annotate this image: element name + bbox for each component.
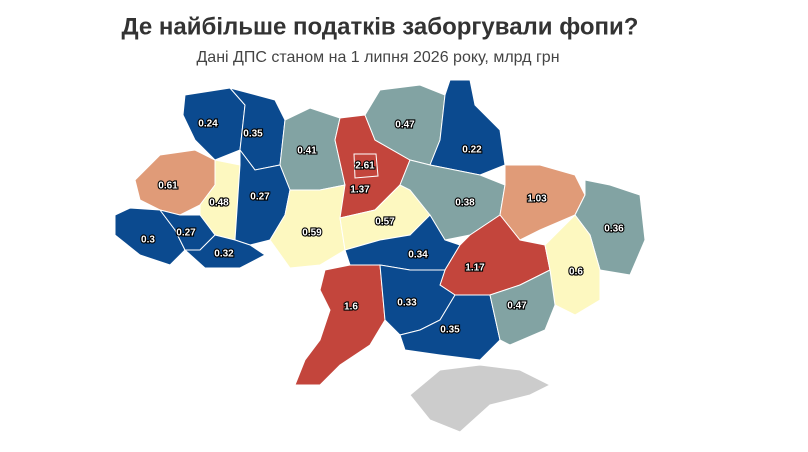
region — [269, 184, 346, 269]
region-value-label: 0.36 — [604, 224, 624, 235]
region — [429, 79, 506, 176]
region-value-label: 0.24 — [198, 119, 218, 130]
region-value-label: 0.48 — [209, 198, 229, 209]
region-value-label: 0.61 — [158, 181, 178, 192]
region-value-label: 1.37 — [350, 185, 370, 196]
region-value-label: 0.57 — [375, 217, 395, 228]
map-title: Де найбільше податків заборгували фопи? — [122, 13, 639, 40]
region-value-label: 0.32 — [214, 249, 234, 260]
region — [183, 234, 266, 269]
region-value-label: 0.34 — [408, 250, 428, 261]
crimea — [409, 364, 552, 433]
region — [574, 179, 646, 276]
region-value-label: 0.3 — [141, 235, 155, 246]
region-value-label: 0.22 — [462, 145, 482, 156]
region-value-label: 0.27 — [250, 192, 270, 203]
region-value-label: 2.61 — [355, 161, 375, 172]
regions — [114, 79, 646, 386]
map-subtitle: Дані ДПС станом на 1 липня 2026 року, мл… — [196, 49, 559, 66]
region — [489, 269, 556, 346]
region-value-label: 0.33 — [397, 298, 417, 309]
region-value-label: 1.03 — [527, 194, 547, 205]
region — [499, 164, 586, 241]
region-value-label: 0.38 — [455, 198, 475, 209]
region-value-label: 0.27 — [176, 228, 196, 239]
region-value-label: 0.59 — [302, 228, 322, 239]
region-labels: 0.24 0.35 0.41 1.37 2.61 0.47 0.22 0.61 0.48 0.27… — [140, 118, 625, 337]
region-value-label: 0.35 — [440, 325, 460, 336]
region-value-label: 0.47 — [507, 301, 527, 312]
region — [353, 153, 379, 179]
region — [294, 264, 386, 386]
region-value-label: 0.35 — [243, 129, 263, 140]
region-value-label: 1.17 — [465, 263, 485, 274]
region-value-label: 0.47 — [395, 120, 415, 131]
region-value-label: 1.6 — [344, 302, 358, 313]
region-value-label: 0.41 — [297, 146, 317, 157]
region-value-label: 0.6 — [569, 267, 583, 278]
